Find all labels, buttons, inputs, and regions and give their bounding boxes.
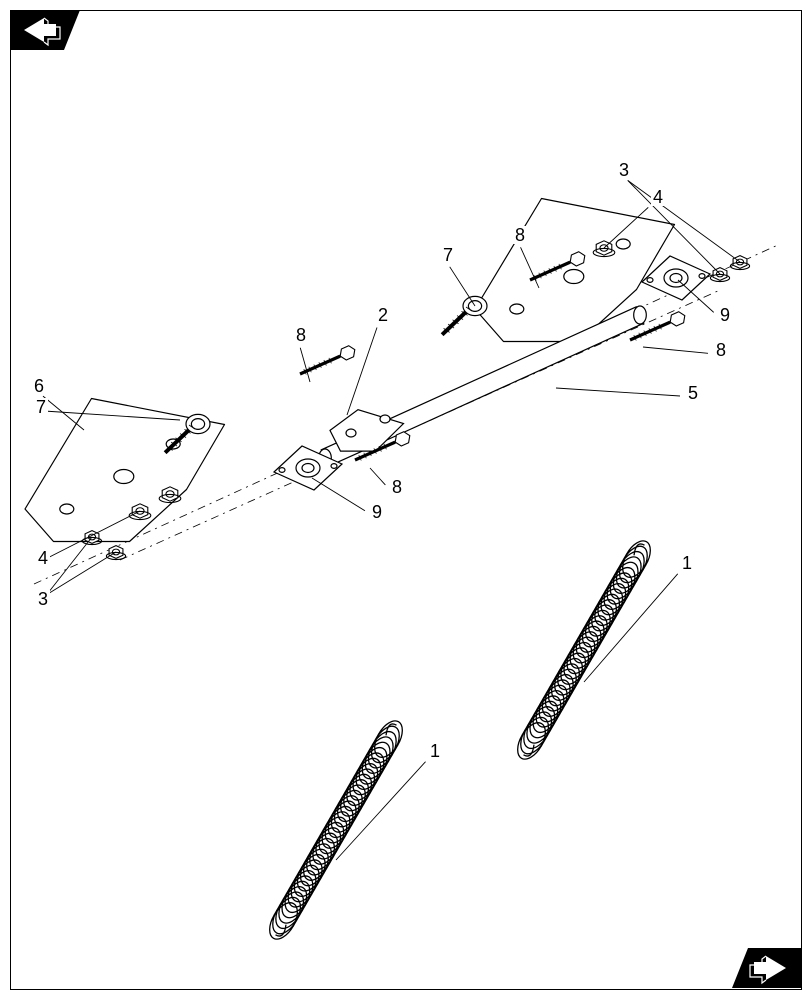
next-page-badge[interactable] [732, 948, 802, 988]
callout-ref-1: 1 [680, 554, 694, 572]
callout-ref-8: 8 [714, 341, 728, 359]
callout-ref-5: 5 [686, 384, 700, 402]
callout-ref-8: 8 [294, 326, 308, 344]
diagram-frame [10, 10, 802, 990]
callout-ref-9: 9 [718, 306, 732, 324]
callout-ref-3: 3 [36, 590, 50, 608]
prev-page-badge[interactable] [10, 10, 80, 50]
callout-ref-1: 1 [428, 742, 442, 760]
callout-ref-4: 4 [651, 188, 665, 206]
callout-ref-7: 7 [441, 246, 455, 264]
callout-ref-8: 8 [513, 226, 527, 244]
callout-ref-6: 6 [32, 377, 46, 395]
callout-ref-7: 7 [34, 398, 48, 416]
callout-ref-9: 9 [370, 503, 384, 521]
callout-ref-3: 3 [617, 161, 631, 179]
callout-ref-4: 4 [36, 549, 50, 567]
callout-ref-2: 2 [376, 306, 390, 324]
callout-ref-8: 8 [390, 478, 404, 496]
